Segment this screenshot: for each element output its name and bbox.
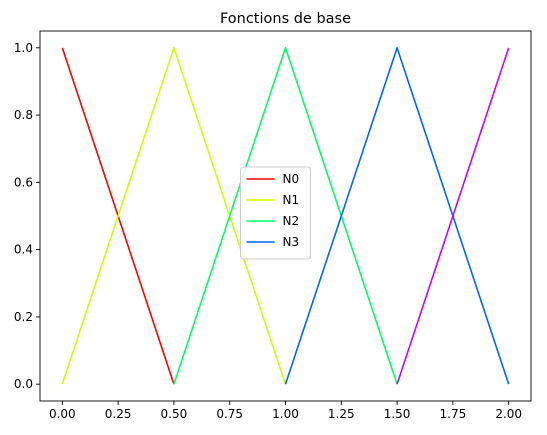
x-tick-label: 1.00 [272, 407, 299, 421]
x-tick-label: 1.75 [440, 407, 467, 421]
y-tick-label: 0.0 [14, 377, 33, 391]
y-tick-label: 0.4 [14, 243, 33, 257]
series-line-n1 [61, 47, 287, 385]
x-tick-label: 1.25 [328, 407, 355, 421]
legend-box [240, 166, 311, 260]
y-tick-label: 1.0 [14, 41, 33, 55]
series-line-n2 [173, 47, 398, 385]
x-tick-label: 0.75 [216, 407, 243, 421]
x-tick-label: 0.50 [161, 407, 188, 421]
x-tick-label: 0.00 [49, 407, 76, 421]
x-tick-label: 2.00 [495, 407, 522, 421]
y-tick-label: 0.8 [14, 108, 33, 122]
series-line-unlabeled-4 [396, 47, 510, 385]
y-tick-label: 0.6 [14, 175, 33, 189]
x-tick-label: 0.25 [105, 407, 132, 421]
legend-label-n2: N2 [283, 214, 300, 228]
chart-title: Fonctions de base [220, 11, 351, 27]
y-tick-label: 0.2 [14, 310, 33, 324]
series-line-n3 [284, 47, 510, 385]
legend-label-n0: N0 [283, 172, 300, 186]
legend-label-n3: N3 [283, 235, 300, 249]
x-tick-label: 1.50 [384, 407, 411, 421]
legend-label-n1: N1 [283, 193, 300, 207]
